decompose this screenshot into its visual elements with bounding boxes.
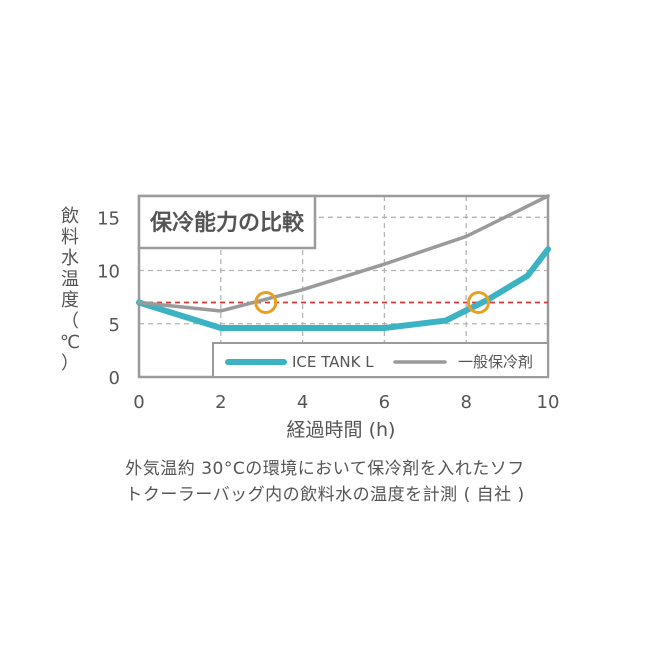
y-tick-label: 15 [97,208,120,229]
y-axis-label-char: ℃ [60,332,80,353]
y-axis-ticks: 0 5 10 15 [97,208,120,389]
y-axis-label-char: 料 [61,227,79,248]
caption-line-2: トクーラーバッグ内の飲料水の温度を計測 ( 自社 ) [125,485,525,505]
x-axis-ticks: 0 2 4 6 8 10 [133,392,559,413]
y-axis-label-char: 度 [61,290,79,311]
title-box: 保冷能力の比較 [137,194,317,250]
y-tick-label: 5 [109,315,120,336]
series-line-0 [136,246,551,332]
legend: ICE TANK L 一般保冷剤 [212,342,549,378]
y-axis-label-char: ） [61,353,79,374]
y-axis-label-char: 水 [61,248,79,269]
y-axis-label-char: 飲 [61,206,79,227]
legend-label-general: 一般保冷剤 [458,353,533,371]
marker-circle-0 [254,290,278,314]
chart-title: 保冷能力の比較 [149,210,305,236]
y-axis-label-char: （ [61,311,79,332]
y-axis-label-char: 温 [61,269,79,290]
caption-line-1: 外気温約 30°Cの環境において保冷剤を入れたソフ [125,459,525,479]
series-layer [136,194,551,332]
x-tick-label: 6 [379,392,390,413]
y-tick-label: 0 [109,368,120,389]
legend-label-ice-tank: ICE TANK L [292,353,374,371]
x-tick-label: 8 [460,392,471,413]
series-line-1 [137,194,550,313]
marker-circle-1 [466,290,490,314]
x-tick-label: 2 [215,392,226,413]
x-tick-label: 10 [537,392,560,413]
y-tick-label: 10 [97,262,120,283]
x-axis-label: 経過時間 (h) [287,419,396,441]
x-tick-label: 0 [133,392,144,413]
marker-layer [254,290,490,314]
x-tick-label: 4 [297,392,308,413]
